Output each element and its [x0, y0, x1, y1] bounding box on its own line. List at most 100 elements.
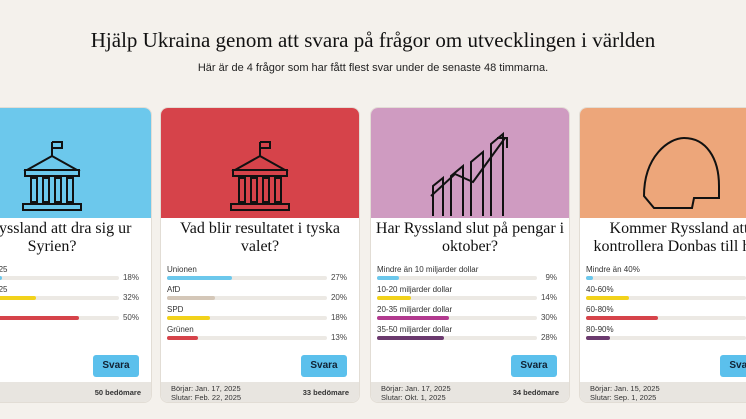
option[interactable]: halvåret 2025 32% [0, 285, 139, 305]
card-icon [430, 131, 508, 216]
option-percent: 20% [330, 293, 347, 302]
option-name: halvåret 2025 [0, 265, 8, 274]
question-line: Vad blir resultatet i tyska valet? [180, 220, 340, 255]
options: halvåret 2025 18% halvåret 2025 32% are50% [0, 265, 139, 325]
option-percent: 32% [122, 293, 139, 302]
option[interactable]: Mindre än 40% [586, 265, 746, 285]
option-bar [0, 276, 3, 280]
card-icon [22, 141, 82, 211]
poll-card: Kommer Ryssland att kontrollera Donbas ti… [579, 107, 746, 403]
option[interactable]: 10-20 miljarder dollar 14% [377, 285, 557, 305]
bar-track [167, 276, 327, 280]
option-percent: 18% [122, 273, 139, 282]
raters: 33 bedömare [302, 388, 349, 397]
card-footer: Börjar: Jan. 15, 2025 Slutar: Sep. 1, 202… [580, 382, 746, 402]
option-bar [586, 276, 594, 280]
option[interactable]: SPD 18% [167, 305, 347, 325]
option-name: 20-35 miljarder dollar [377, 305, 453, 314]
option[interactable]: 20-35 miljarder dollar 30% [377, 305, 557, 325]
card-footer: Börjar: Jan. 17, 2025 Slutar: Feb. 22, 20… [161, 382, 359, 402]
option-bar [167, 316, 211, 320]
option-percent: 9% [545, 273, 557, 282]
start-date: Börjar: Jan. 15, 2025 [590, 384, 660, 393]
option[interactable]: 80-90% [586, 325, 746, 345]
option-name: 10-20 miljarder dollar [377, 285, 453, 294]
option-name: 80-90% [586, 325, 614, 334]
answer-button[interactable]: Svara [720, 355, 746, 377]
question: Har Ryssland slut på pengar i oktober? [371, 220, 569, 256]
option-bar [0, 296, 36, 300]
card-footer: 7, 20251, 202550 bedömare [0, 382, 151, 402]
options: Unionen 27% AfD 20% SPD 18% Grünen 13% [167, 265, 347, 345]
option-bar [167, 336, 199, 340]
card-icon [642, 136, 720, 209]
option-name: 40-60% [586, 285, 614, 294]
bar-track [377, 336, 537, 340]
bar-track [586, 296, 746, 300]
option[interactable]: AfD 20% [167, 285, 347, 305]
option-bar [377, 316, 449, 320]
answer-button[interactable]: Svara [301, 355, 347, 377]
bar-track [586, 276, 746, 280]
start-date: Börjar: Jan. 17, 2025 [381, 384, 451, 393]
option-bar [167, 276, 232, 280]
option-name: AfD [167, 285, 181, 294]
bar-track [377, 276, 537, 280]
option-bar [586, 336, 610, 340]
option[interactable]: 60-80% [586, 305, 746, 325]
option[interactable]: halvåret 2025 18% [0, 265, 139, 285]
option[interactable]: are50% [0, 305, 139, 325]
option-name: Grünen [167, 325, 194, 334]
raters: 50 bedömare [94, 388, 141, 397]
card-footer: Börjar: Jan. 17, 2025 Slutar: Okt. 1, 202… [371, 382, 569, 402]
question-line: Syrien? [27, 238, 77, 255]
options: Mindre än 10 miljarder dollar 9% 10-20 mil… [377, 265, 557, 345]
card-image [161, 108, 359, 218]
option-bar [586, 296, 630, 300]
end-date: Slutar: Feb. 22, 2025 [171, 393, 242, 402]
bar-track [0, 276, 119, 280]
poll-card: Vad blir resultatet i tyska valet? Unione… [160, 107, 360, 403]
end-date: Slutar: Okt. 1, 2025 [381, 393, 446, 402]
page-title: Hjälp Ukraina genom att svara på frågor … [90, 28, 656, 52]
answer-button[interactable]: Svara [511, 355, 557, 377]
question-line: kontrollera Donbas till hös [593, 238, 746, 255]
option-bar [586, 316, 658, 320]
option-bar [377, 276, 399, 280]
answer-button[interactable]: Svara [93, 355, 139, 377]
option-percent: 13% [330, 333, 347, 342]
option-bar [377, 296, 411, 300]
option-percent: 50% [122, 313, 139, 322]
option-percent: 28% [540, 333, 557, 342]
question-line: er Ryssland att dra sig ur [0, 220, 132, 237]
option-name: 60-80% [586, 305, 614, 314]
option[interactable]: 40-60% [586, 285, 746, 305]
option[interactable]: Unionen 27% [167, 265, 347, 285]
option-bar [0, 316, 79, 320]
bar-track [167, 336, 327, 340]
end-date: Slutar: Sep. 1, 2025 [590, 393, 657, 402]
option-name: Unionen [167, 265, 197, 274]
question-line: oktober? [442, 238, 498, 255]
question-line: Kommer Ryssland att [609, 220, 746, 237]
option[interactable]: Grünen 13% [167, 325, 347, 345]
option-bar [167, 296, 215, 300]
option[interactable]: 35-50 miljarder dollar 28% [377, 325, 557, 345]
option-name: Mindre än 10 miljarder dollar [377, 265, 479, 274]
bar-track [0, 296, 119, 300]
option[interactable]: Mindre än 10 miljarder dollar 9% [377, 265, 557, 285]
bar-track [586, 316, 746, 320]
question: Vad blir resultatet i tyska valet? [161, 220, 359, 256]
start-date: Börjar: Jan. 17, 2025 [171, 384, 241, 393]
option-percent: 14% [540, 293, 557, 302]
option-name: halvåret 2025 [0, 285, 8, 294]
option-name: SPD [167, 305, 184, 314]
card-image [0, 108, 151, 218]
option-percent: 27% [330, 273, 347, 282]
raters: 34 bedömare [512, 388, 559, 397]
card-image [371, 108, 569, 218]
bar-track [377, 296, 537, 300]
page-subtitle: Här är de 4 frågor som har fått flest sv… [197, 62, 549, 74]
